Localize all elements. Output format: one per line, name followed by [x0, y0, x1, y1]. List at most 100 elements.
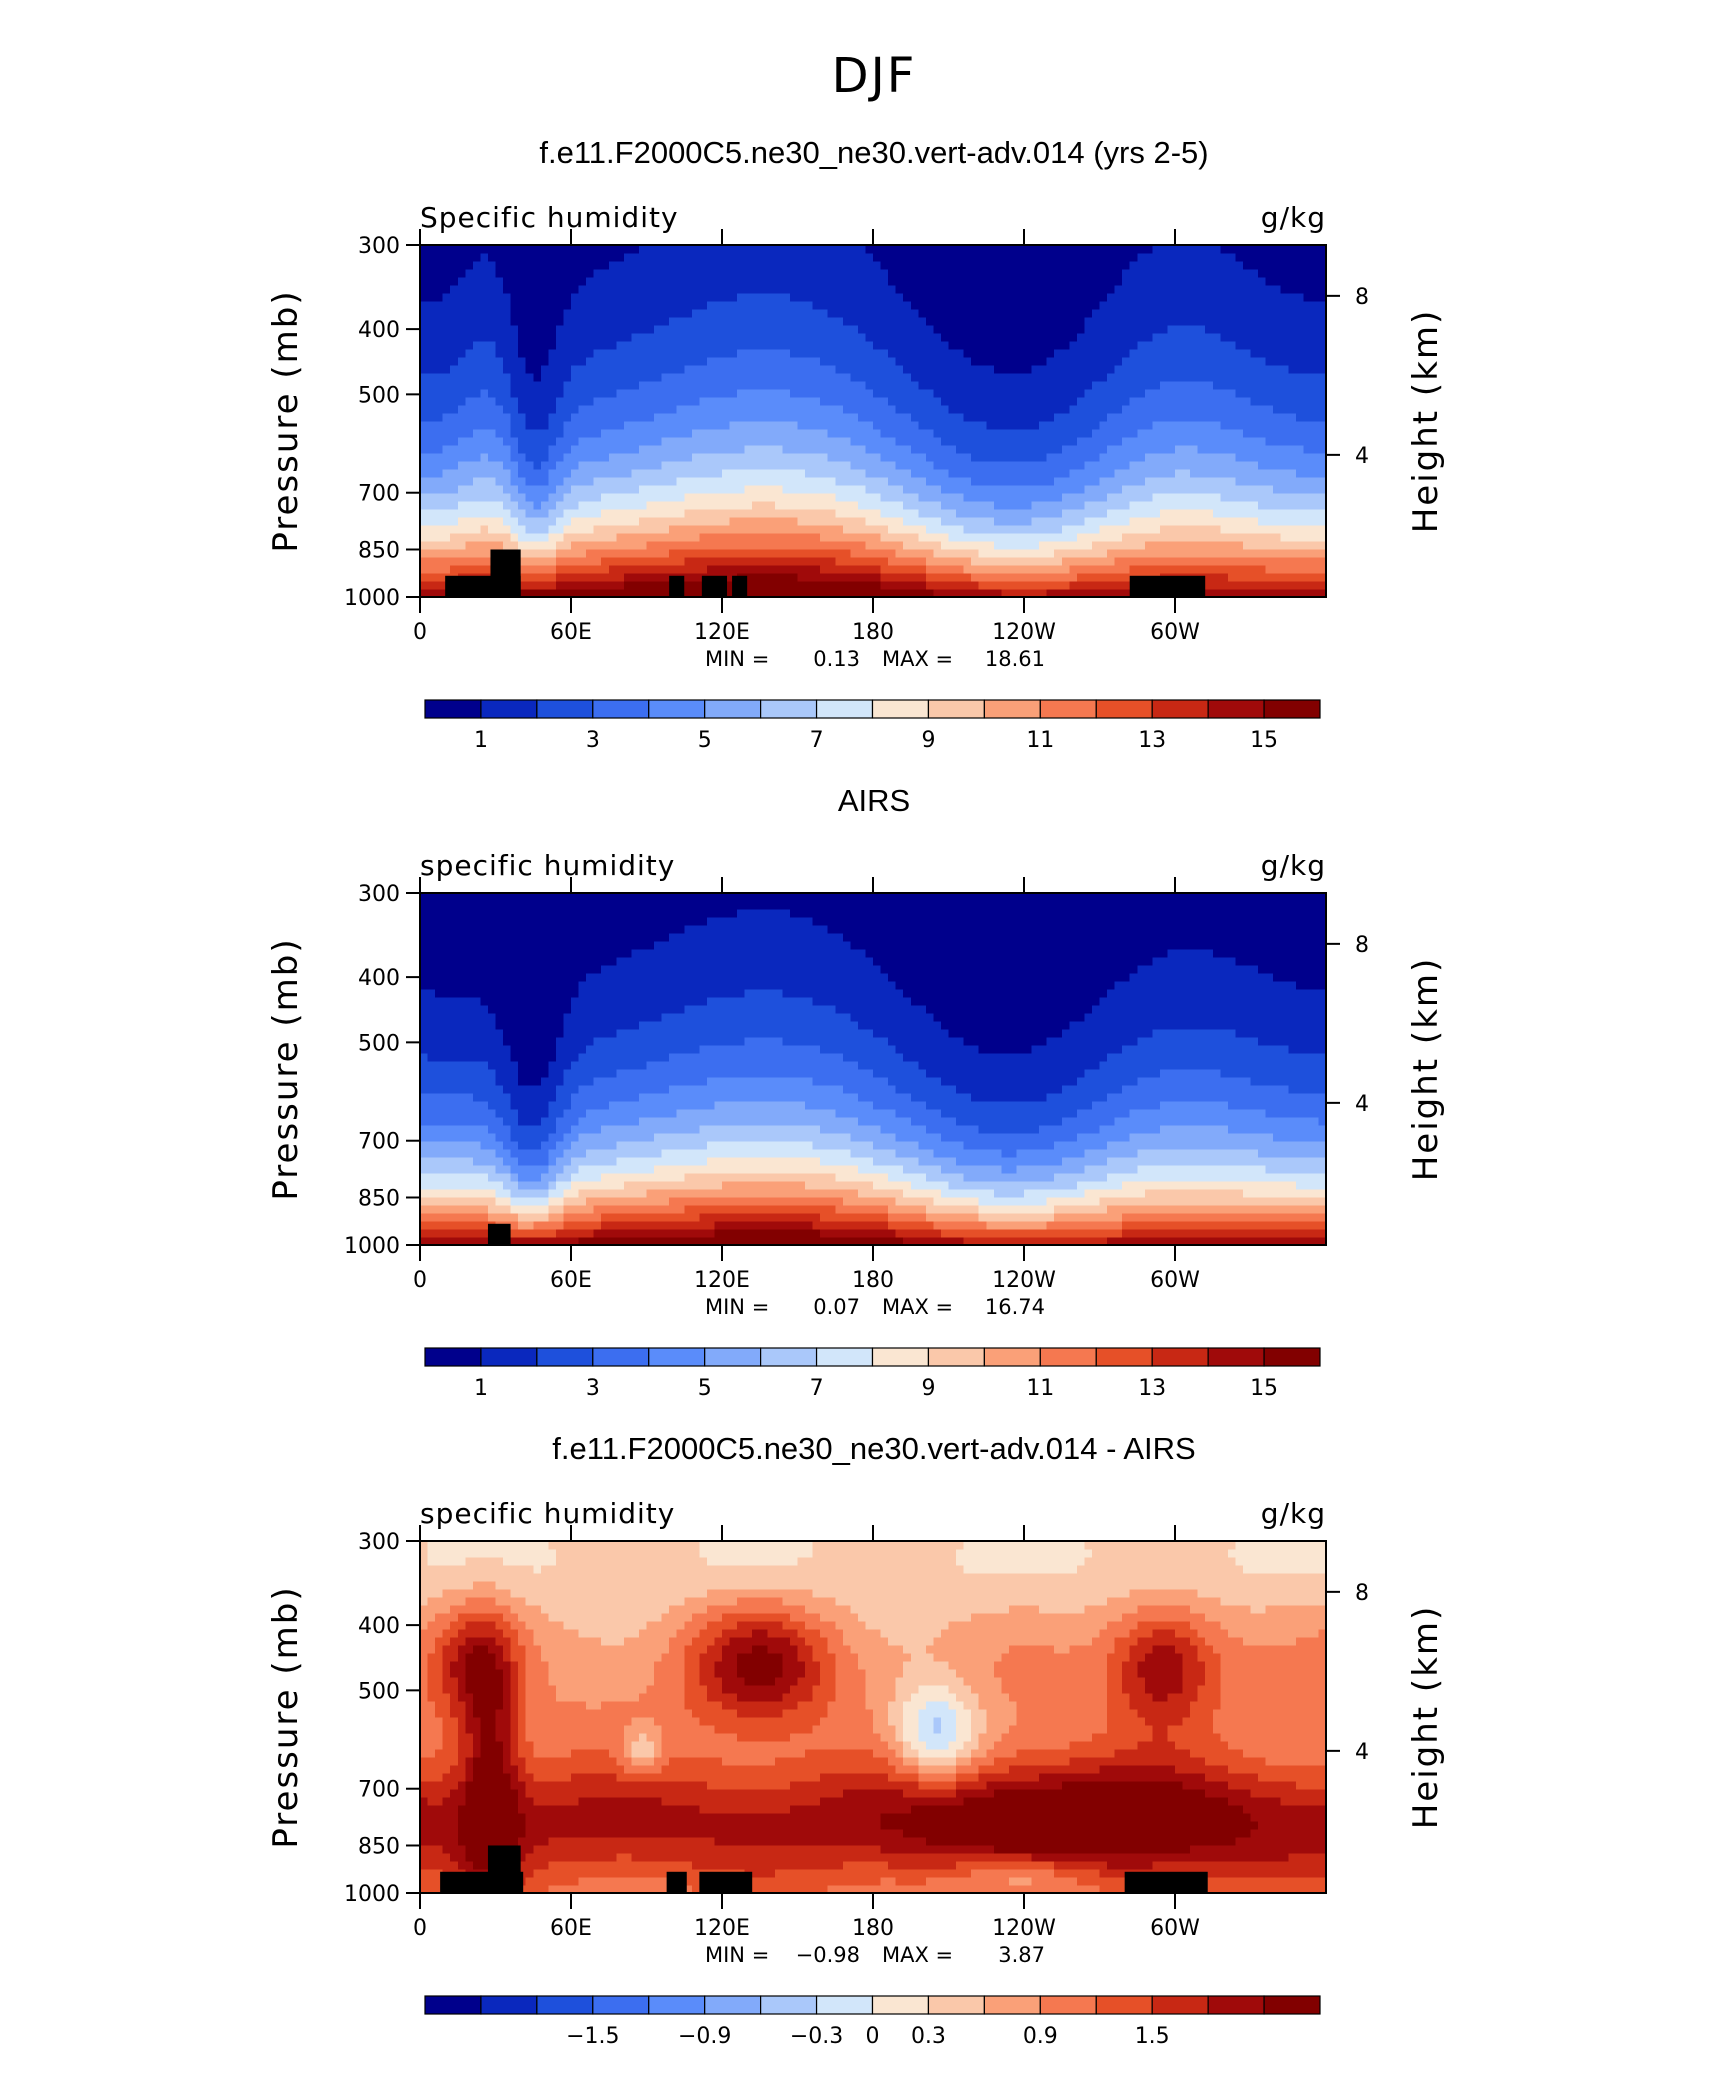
- field-cell: [1303, 589, 1312, 598]
- field-cell: [1295, 541, 1304, 550]
- field-cell: [1280, 517, 1289, 526]
- field-cell: [601, 373, 610, 382]
- field-cell: [888, 389, 897, 398]
- field-cell: [555, 453, 565, 462]
- field-cell: [1197, 485, 1206, 494]
- field-cell: [1265, 293, 1274, 302]
- field-cell: [1122, 405, 1131, 414]
- field-cell: [759, 509, 768, 518]
- field-cell: [457, 349, 466, 358]
- field-cell: [540, 541, 549, 550]
- field-cell: [1175, 525, 1184, 534]
- field-cell: [1114, 525, 1123, 534]
- field-cell: [435, 317, 444, 326]
- field-cell: [1310, 477, 1320, 486]
- field-cell: [684, 389, 693, 398]
- field-cell: [956, 381, 965, 390]
- field-cell: [820, 565, 829, 574]
- field-cell: [1235, 525, 1244, 534]
- field-cell: [571, 357, 580, 366]
- field-cell: [427, 261, 436, 270]
- field-cell: [442, 261, 451, 270]
- field-cell: [1182, 437, 1191, 446]
- field-cell: [910, 349, 919, 358]
- field-cell: [1220, 517, 1229, 526]
- field-cell: [691, 365, 700, 374]
- field-cell: [940, 517, 950, 526]
- field-cell: [1099, 509, 1108, 518]
- field-cell: [797, 405, 806, 414]
- field-cell: [1114, 325, 1123, 334]
- field-cell: [616, 501, 625, 510]
- field-cell: [1031, 573, 1040, 582]
- field-cell: [1182, 517, 1191, 526]
- field-cell: [555, 549, 565, 558]
- field-cell: [435, 285, 444, 294]
- field-cell: [1069, 269, 1078, 278]
- field-cell: [857, 565, 867, 574]
- field-cell: [1039, 429, 1048, 438]
- field-cell: [1144, 293, 1153, 302]
- field-cell: [525, 565, 534, 574]
- field-cell: [903, 365, 912, 374]
- field-cell: [1303, 301, 1312, 310]
- field-cell: [767, 557, 776, 566]
- field-cell: [1273, 333, 1282, 342]
- field-cell: [1288, 405, 1297, 414]
- field-cell: [593, 317, 602, 326]
- field-cell: [797, 365, 806, 374]
- field-cell: [1076, 429, 1085, 438]
- field-cell: [1091, 501, 1101, 510]
- field-cell: [427, 293, 436, 302]
- field-cell: [1091, 365, 1101, 374]
- field-cell: [1205, 349, 1214, 358]
- field-cell: [706, 301, 716, 310]
- field-cell: [1159, 437, 1169, 446]
- field-cell: [759, 413, 768, 422]
- field-cell: [510, 501, 519, 510]
- field-cell: [993, 413, 1002, 422]
- field-cell: [608, 589, 617, 598]
- field-cell: [1008, 509, 1018, 518]
- field-cell: [918, 405, 927, 414]
- field-cell: [1084, 589, 1093, 598]
- field-cell: [1280, 373, 1289, 382]
- field-cell: [503, 485, 512, 494]
- field-cell: [1205, 397, 1214, 406]
- field-cell: [827, 485, 836, 494]
- field-cell: [752, 405, 761, 414]
- field-cell: [1227, 509, 1236, 518]
- field-cell: [518, 389, 527, 398]
- field-cell: [563, 261, 572, 270]
- field-cell: [472, 501, 481, 510]
- field-cell: [820, 445, 829, 454]
- field-cell: [435, 589, 444, 598]
- field-cell: [457, 565, 466, 574]
- field-cell: [797, 381, 806, 390]
- field-cell: [1265, 277, 1274, 286]
- field-cell: [774, 557, 783, 566]
- field-cell: [480, 261, 489, 270]
- field-cell: [533, 525, 542, 534]
- field-cell: [646, 333, 655, 342]
- field-cell: [850, 565, 859, 574]
- field-cell: [518, 341, 527, 350]
- field-cell: [442, 557, 451, 566]
- field-cell: [873, 517, 882, 526]
- field-cell: [1061, 541, 1070, 550]
- field-cell: [1197, 501, 1206, 510]
- field-cell: [880, 549, 889, 558]
- field-cell: [676, 477, 685, 486]
- field-cell: [472, 437, 481, 446]
- field-cell: [1137, 357, 1146, 366]
- field-cell: [729, 541, 738, 550]
- field-cell: [533, 493, 542, 502]
- field-cell: [608, 293, 617, 302]
- field-cell: [903, 405, 912, 414]
- field-cell: [1310, 485, 1320, 494]
- field-cell: [442, 429, 451, 438]
- field-cell: [1258, 549, 1267, 558]
- field-cell: [676, 381, 685, 390]
- field-cell: [729, 325, 738, 334]
- field-cell: [842, 477, 851, 486]
